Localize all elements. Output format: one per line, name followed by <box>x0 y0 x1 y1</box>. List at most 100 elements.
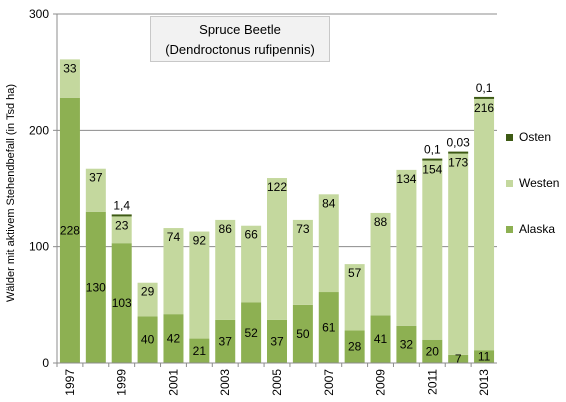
bar-alaska-2002 <box>189 338 210 363</box>
x-tick-label-1997: 1997 <box>63 369 77 396</box>
legend-label-alaska: Alaska <box>519 222 556 236</box>
data-label-westen-2011: 154 <box>422 163 442 177</box>
bar-alaska-2013 <box>474 350 495 363</box>
y-tick-labels: 0 100 200 300 <box>29 7 49 370</box>
x-tick-label-2007: 2007 <box>322 369 336 396</box>
bar-westen-2006 <box>292 219 313 305</box>
bar-alaska-2008 <box>344 330 365 363</box>
data-label-westen-1999: 23 <box>115 218 129 232</box>
bar-alaska-2003 <box>215 319 236 363</box>
x-tick-label-2005: 2005 <box>270 369 284 396</box>
data-label-alaska-1998: 130 <box>86 280 106 294</box>
bar-westen-2011 <box>422 160 443 340</box>
legend-swatch-osten <box>506 133 513 141</box>
legend-swatch-alaska <box>506 225 513 233</box>
bar-westen-2001 <box>163 228 184 315</box>
bar-alaska-2011 <box>422 339 443 363</box>
data-label-westen-1998: 37 <box>89 171 103 185</box>
bar-alaska-2007 <box>318 292 339 363</box>
legend-swatch-westen <box>506 179 513 187</box>
bar-osten-2012 <box>448 151 469 154</box>
data-label-alaska-1997: 228 <box>60 223 80 237</box>
data-label-westen-2009: 88 <box>374 215 388 229</box>
x-tick-label-2009: 2009 <box>374 369 388 396</box>
data-label-alaska-2007: 61 <box>322 321 336 335</box>
y-axis-label: Wälder mit aktivem Stehendbefall (in Tsd… <box>5 84 17 302</box>
bar-osten-2013 <box>474 96 495 99</box>
chart-title-box: Spruce Beetle (Dendroctonus rufipennis) <box>150 16 330 62</box>
bar-westen-2000 <box>137 282 158 317</box>
data-label-westen-2010: 134 <box>396 172 416 186</box>
bar-westen-2007 <box>318 194 339 293</box>
data-label-alaska-2006: 50 <box>296 327 310 341</box>
legend-label-westen: Westen <box>519 176 560 190</box>
data-label-westen-2008: 57 <box>348 266 362 280</box>
data-label-osten-2012: 0,03 <box>446 136 470 150</box>
bar-westen-1999 <box>111 216 132 244</box>
data-label-alaska-2004: 52 <box>244 326 258 340</box>
data-label-westen-2004: 66 <box>244 228 258 242</box>
bars <box>59 59 495 363</box>
legend-item-westen: Westen <box>506 176 559 190</box>
data-label-alaska-2005: 37 <box>270 334 284 348</box>
data-label-westen-2000: 29 <box>141 285 155 299</box>
bar-alaska-1998 <box>85 211 106 363</box>
bar-westen-2002 <box>189 231 210 339</box>
data-label-alaska-2012: 7 <box>455 352 462 366</box>
data-label-alaska-2008: 28 <box>348 340 362 354</box>
x-tick-label-1999: 1999 <box>115 369 129 396</box>
data-label-alaska-1999: 103 <box>112 296 132 310</box>
bar-westen-1998 <box>85 168 106 212</box>
data-label-osten-2013: 0,1 <box>476 81 493 95</box>
bar-westen-2004 <box>241 225 262 303</box>
bar-westen-2012 <box>448 153 469 355</box>
bar-alaska-2006 <box>292 304 313 363</box>
data-label-alaska-2000: 40 <box>141 333 155 347</box>
bar-alaska-2012 <box>448 354 469 363</box>
data-label-alaska-2011: 20 <box>426 344 440 358</box>
bar-value-labels: 228 33 130 37 103 23 1,4 40 29 42 74 21 92 37 86 52 66 37… <box>60 61 494 366</box>
legend-item-osten: Osten <box>506 130 551 144</box>
data-label-alaska-2009: 41 <box>374 332 388 346</box>
bar-alaska-2000 <box>137 316 158 363</box>
bar-alaska-2010 <box>396 325 417 363</box>
bar-alaska-1997 <box>59 97 80 363</box>
x-tick-label-2013: 2013 <box>477 369 491 396</box>
y-tick-label-200: 200 <box>29 123 49 137</box>
x-tick-label-2001: 2001 <box>166 369 180 396</box>
data-label-westen-2012: 173 <box>448 156 468 170</box>
data-label-westen-2001: 74 <box>167 230 181 244</box>
data-label-westen-2002: 92 <box>193 234 207 248</box>
bar-westen-2013 <box>474 98 495 351</box>
chart-subtitle: (Dendroctonus rufipennis) <box>165 42 315 57</box>
y-tick-label-100: 100 <box>29 240 49 254</box>
legend-item-alaska: Alaska <box>506 222 555 236</box>
bar-westen-2008 <box>344 264 365 331</box>
data-label-westen-2003: 86 <box>219 222 233 236</box>
bar-westen-1997 <box>59 59 80 98</box>
bar-alaska-2004 <box>241 302 262 363</box>
data-label-alaska-2010: 32 <box>400 337 414 351</box>
legend-label-osten: Osten <box>519 130 552 144</box>
data-label-alaska-2003: 37 <box>219 334 233 348</box>
bar-westen-2005 <box>267 178 287 320</box>
data-label-osten-2011: 0,1 <box>424 143 441 157</box>
data-label-osten-1999: 1,4 <box>113 198 130 212</box>
data-label-westen-2013: 216 <box>474 101 494 115</box>
y-tick-label-0: 0 <box>42 356 49 370</box>
bar-osten-1999 <box>111 214 132 217</box>
data-label-westen-1997: 33 <box>63 61 77 75</box>
data-label-westen-2007: 84 <box>322 196 336 210</box>
bar-westen-2010 <box>396 169 417 326</box>
data-label-alaska-2001: 42 <box>167 332 181 346</box>
bar-alaska-1999 <box>111 243 132 363</box>
bar-westen-2003 <box>215 219 236 320</box>
data-label-westen-2006: 73 <box>296 222 310 236</box>
bar-alaska-2005 <box>267 319 287 363</box>
data-label-alaska-2002: 21 <box>193 344 207 358</box>
x-tick-label-2011: 2011 <box>425 369 439 395</box>
x-tick-labels: 1997 1999 2001 2003 2005 2007 2009 2011 2013 <box>63 369 491 396</box>
bar-westen-2009 <box>370 212 391 316</box>
bar-alaska-2009 <box>370 315 391 363</box>
